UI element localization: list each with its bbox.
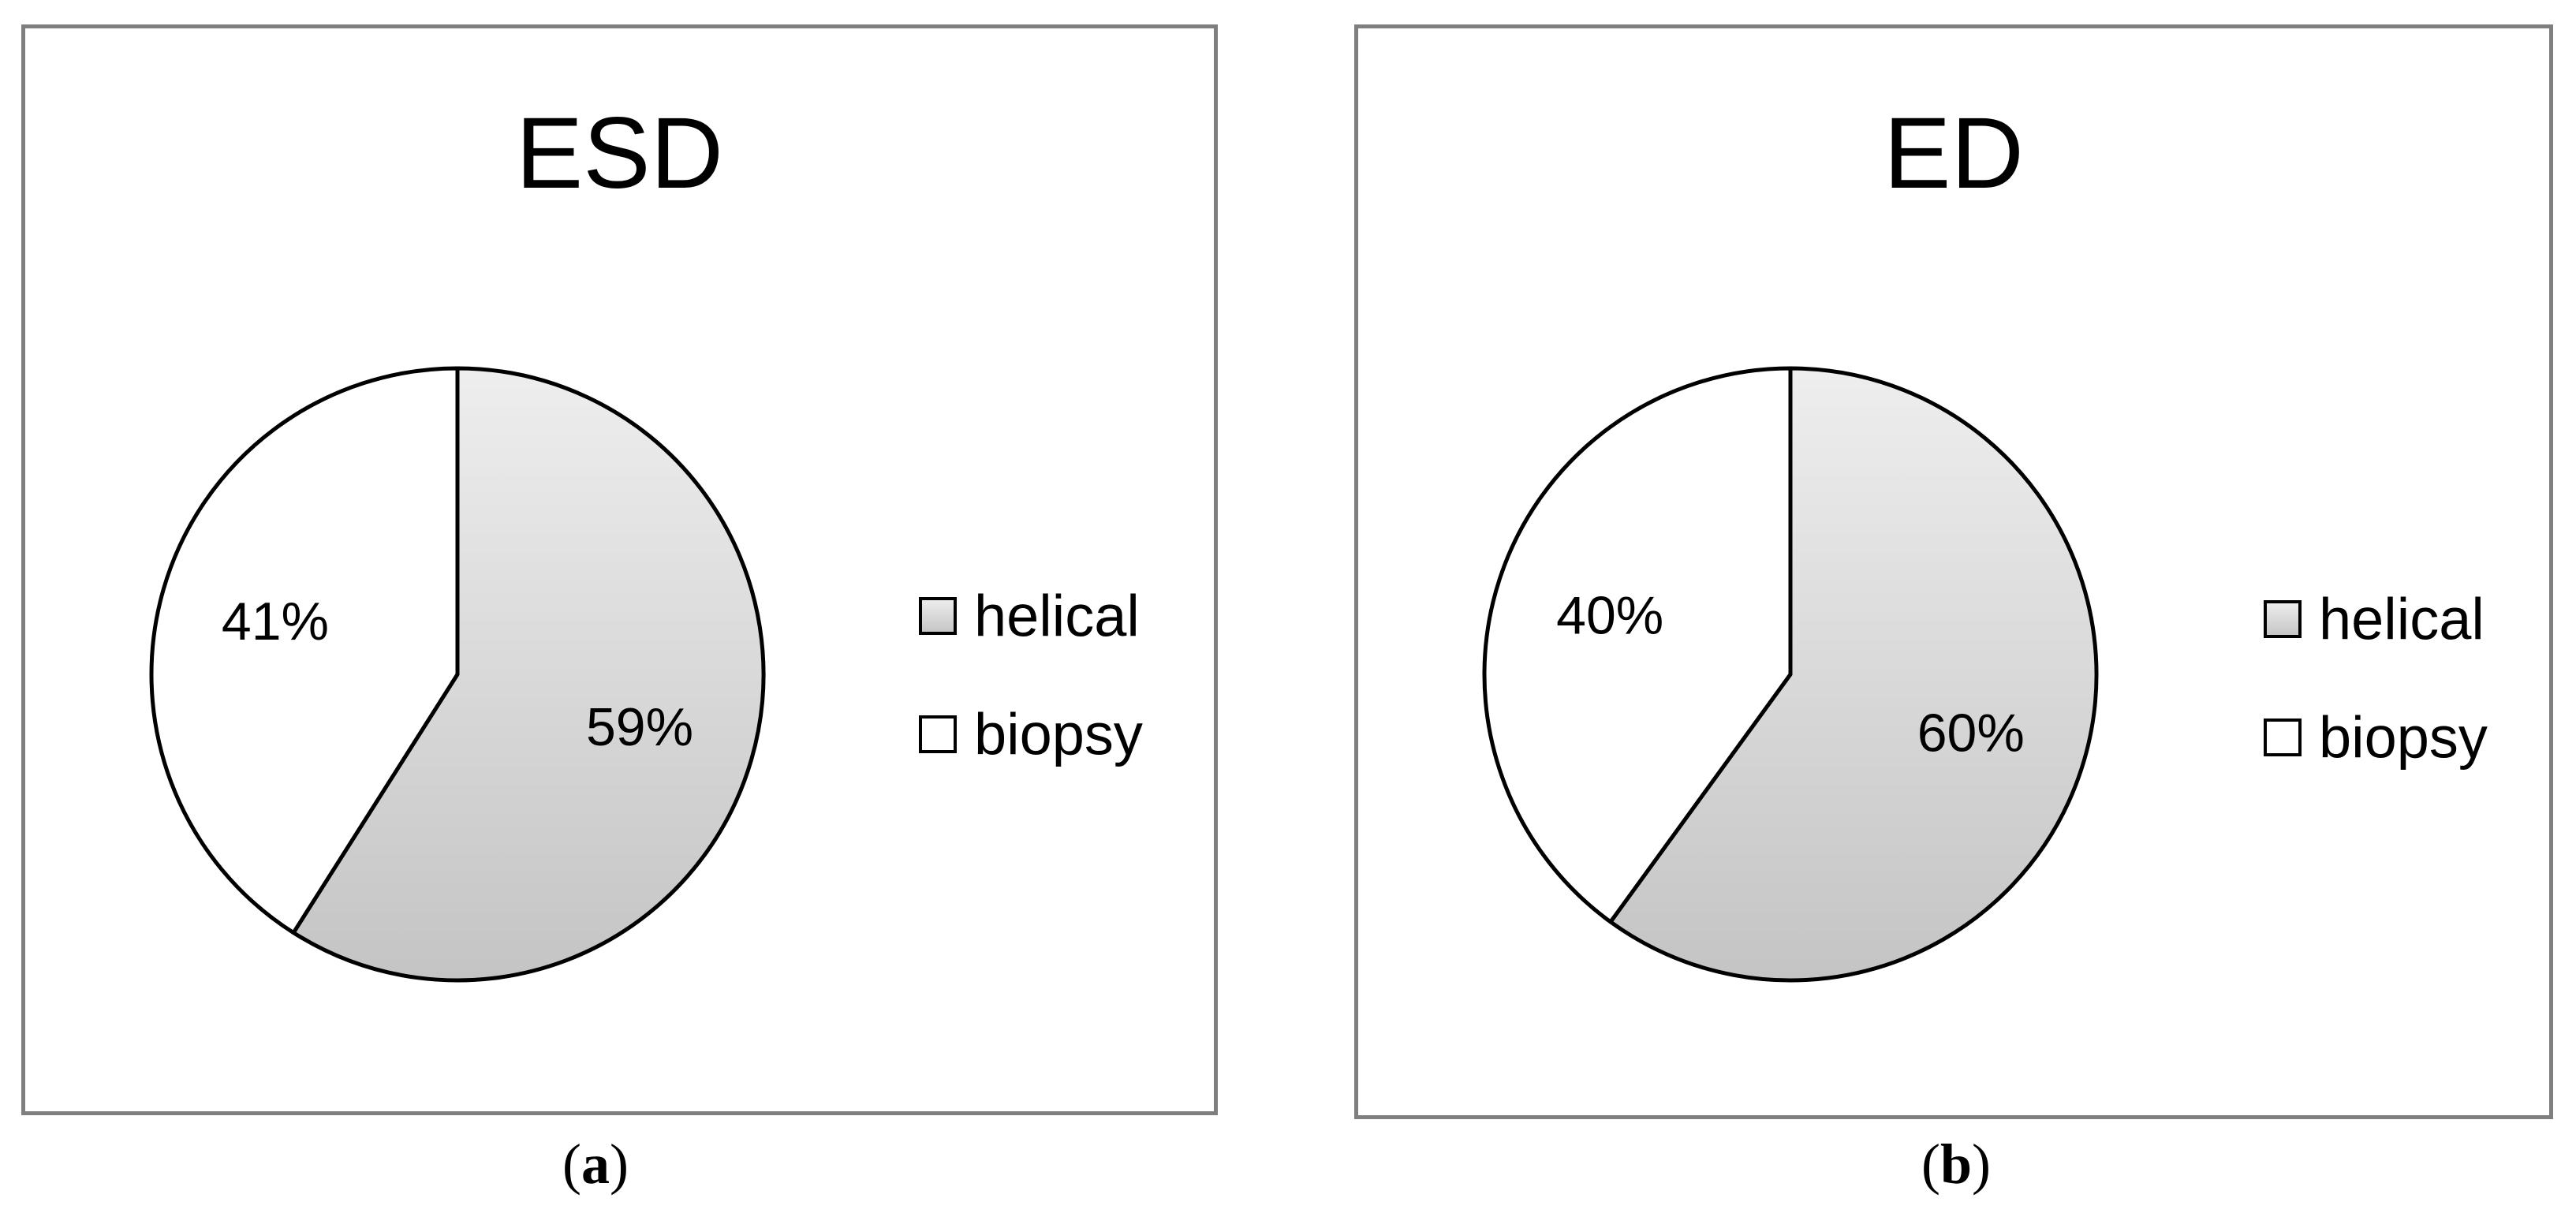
chart-panel-ed: ED 60% 40% helical biopsy <box>1354 24 2553 1119</box>
legend-swatch-helical <box>919 597 957 635</box>
pie-slice-helical <box>291 366 766 983</box>
panel-caption-letter: a <box>581 1133 610 1196</box>
panel-caption-letter: b <box>1939 1133 1973 1196</box>
pie-slice-biopsy <box>1482 366 1793 924</box>
legend-label-helical: helical <box>2319 587 2485 652</box>
slice-label-helical: 59% <box>586 697 693 757</box>
pie-slice-biopsy <box>149 366 460 935</box>
chart-title: ESD <box>515 97 724 210</box>
pie-chart-esd: 59% 41% helical biopsy <box>149 366 1143 983</box>
pie-chart-ed: 60% 40% helical biopsy <box>1482 366 2488 983</box>
legend-label-biopsy: biopsy <box>2319 705 2488 771</box>
legend-label-helical: helical <box>974 584 1140 649</box>
slice-label-biopsy: 41% <box>222 592 329 651</box>
legend-swatch-biopsy <box>2264 719 2302 756</box>
legend-swatch-biopsy <box>919 715 957 753</box>
chart-title: ED <box>1883 97 2024 210</box>
slice-label-biopsy: 40% <box>1556 586 1663 646</box>
panel-caption-a: (a) <box>562 1133 629 1196</box>
slice-label-helical: 60% <box>1917 703 2025 763</box>
legend-swatch-helical <box>2264 600 2302 638</box>
panel-caption-b: (b) <box>1921 1133 1991 1196</box>
legend-label-biopsy: biopsy <box>974 702 1143 767</box>
chart-panel-esd: ESD 59% 41% helical biopsy <box>21 24 1218 1115</box>
pie-slice-helical <box>1608 366 2099 983</box>
